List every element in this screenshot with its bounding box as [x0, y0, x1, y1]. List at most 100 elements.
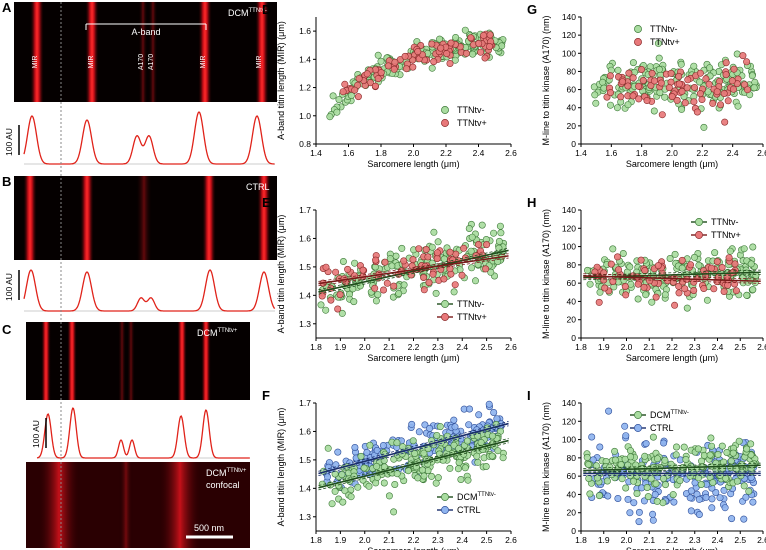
- data-point: [648, 69, 656, 77]
- data-point: [443, 50, 451, 58]
- data-point: [660, 439, 668, 447]
- x-tick-label: 2.4: [456, 535, 468, 545]
- data-point: [625, 69, 633, 77]
- fluorescence-bands-b: [23, 176, 271, 260]
- x-tick-label: 2.2: [440, 148, 452, 158]
- chart-g: G 1.4 1.6 1.8 2.0 2.2 2.4 2.6 0 20 40 60 80 100 120 140…: [527, 2, 766, 169]
- chart-e: E 1.8 1.9 2.0 2.1 2.2 2.3 2.4 2.5 2.6 1.3 1.4 1.5 1.6…: [262, 195, 517, 363]
- data-point: [458, 271, 466, 279]
- x-tick-label: 1.8: [310, 342, 322, 352]
- data-point: [712, 488, 720, 496]
- x-tick-label: 2.6: [505, 535, 517, 545]
- legend-label: TTNtv+: [650, 37, 680, 47]
- x-tick-label: 2.6: [757, 148, 766, 158]
- data-point: [696, 69, 704, 77]
- data-point: [624, 495, 632, 503]
- x-tick-label: 2.2: [408, 535, 420, 545]
- data-point: [681, 285, 689, 293]
- data-point: [585, 474, 593, 482]
- fluorescence-bands-a: [30, 2, 269, 102]
- data-point: [398, 244, 406, 252]
- data-point: [695, 495, 703, 503]
- data-point: [659, 499, 667, 507]
- y-tick-label: 1.4: [299, 54, 311, 64]
- data-point: [723, 273, 731, 281]
- panel-letter-c: C: [2, 322, 12, 337]
- y-tick-label: 60: [567, 471, 577, 481]
- data-point: [457, 475, 465, 483]
- y-tick-label: 20: [567, 121, 577, 131]
- y-axis-label: A-band titin length (MIR) (μm): [276, 21, 286, 140]
- data-point: [607, 260, 615, 268]
- x-tick-label: 2.0: [408, 148, 420, 158]
- x-tick-label: 2.5: [734, 342, 746, 352]
- data-point: [433, 249, 441, 257]
- data-point: [485, 400, 493, 408]
- data-point: [388, 262, 396, 270]
- y-tick-label: 60: [567, 85, 577, 95]
- data-point: [332, 461, 340, 469]
- data-point: [678, 87, 686, 95]
- data-point: [450, 416, 458, 424]
- data-point: [411, 449, 419, 457]
- legend-marker: [634, 424, 642, 432]
- data-point: [494, 447, 502, 455]
- data-point: [409, 437, 417, 445]
- data-point: [430, 228, 438, 236]
- data-point: [432, 289, 440, 297]
- data-point: [414, 48, 422, 56]
- data-point: [373, 473, 381, 481]
- data-point: [465, 225, 473, 233]
- band-2: [67, 322, 77, 400]
- data-point: [707, 264, 715, 272]
- data-point: [383, 279, 391, 287]
- data-point: [497, 229, 505, 237]
- data-point: [643, 483, 651, 491]
- data-point: [752, 271, 760, 279]
- fit-ci-line: [318, 438, 509, 486]
- data-point: [698, 96, 706, 104]
- data-point: [655, 54, 663, 62]
- data-point: [626, 447, 634, 455]
- data-point: [475, 39, 483, 47]
- data-point: [606, 101, 614, 109]
- data-point: [639, 77, 647, 85]
- data-point: [393, 470, 401, 478]
- data-point: [400, 281, 408, 289]
- fit-line: [318, 255, 509, 285]
- panel-c: C DCMTTNtv+ 100 AU DCMTTNtv+ confocal 50…: [2, 322, 250, 548]
- a-band-label: A-band: [131, 27, 160, 37]
- data-point: [609, 277, 617, 285]
- fit-ci-line: [318, 425, 509, 477]
- label-mir-2: MIR: [88, 56, 95, 69]
- data-point: [713, 88, 721, 96]
- data-point: [708, 442, 716, 450]
- data-point: [723, 448, 731, 456]
- data-point: [727, 457, 735, 465]
- data-point: [720, 90, 728, 98]
- data-point: [687, 507, 695, 515]
- data-point: [589, 456, 597, 464]
- data-point: [462, 49, 470, 57]
- data-point: [690, 253, 698, 261]
- band-3: [119, 462, 133, 548]
- data-point: [474, 458, 482, 466]
- data-point: [488, 452, 496, 460]
- data-point: [354, 93, 362, 101]
- data-point: [730, 65, 738, 73]
- x-tick-label: 2.4: [712, 342, 724, 352]
- chart-i: I 1.8 1.9 2.0 2.1 2.2 2.3 2.4 2.5 2.6 0 20 40 60 80 100…: [527, 388, 766, 550]
- data-point: [490, 408, 498, 416]
- data-point: [454, 465, 462, 473]
- data-point: [452, 33, 460, 41]
- panel-c-title: DCMTTNtv+: [197, 328, 238, 338]
- x-tick-label: 1.4: [310, 148, 322, 158]
- legend: TTNtv- TTNtv+: [634, 24, 680, 47]
- data-point: [654, 39, 662, 47]
- data-point: [691, 479, 699, 487]
- x-tick-label: 2.6: [757, 342, 766, 352]
- legend-marker: [441, 119, 449, 127]
- x-tick-label: 1.9: [334, 535, 346, 545]
- data-point: [635, 518, 643, 526]
- series-ttntv-: [318, 241, 491, 313]
